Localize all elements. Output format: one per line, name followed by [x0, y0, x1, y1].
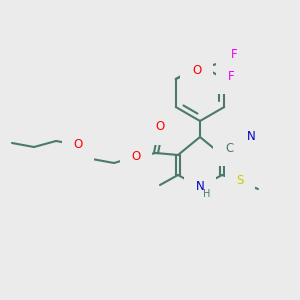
- Text: F: F: [230, 49, 237, 62]
- Text: S: S: [236, 175, 244, 188]
- Text: O: O: [155, 121, 165, 134]
- Text: O: O: [131, 151, 141, 164]
- Text: H: H: [203, 189, 211, 199]
- Text: C: C: [225, 142, 233, 154]
- Text: O: O: [192, 64, 201, 76]
- Text: N: N: [196, 181, 204, 194]
- Text: O: O: [74, 139, 82, 152]
- Text: N: N: [247, 130, 255, 142]
- Text: F: F: [227, 70, 234, 83]
